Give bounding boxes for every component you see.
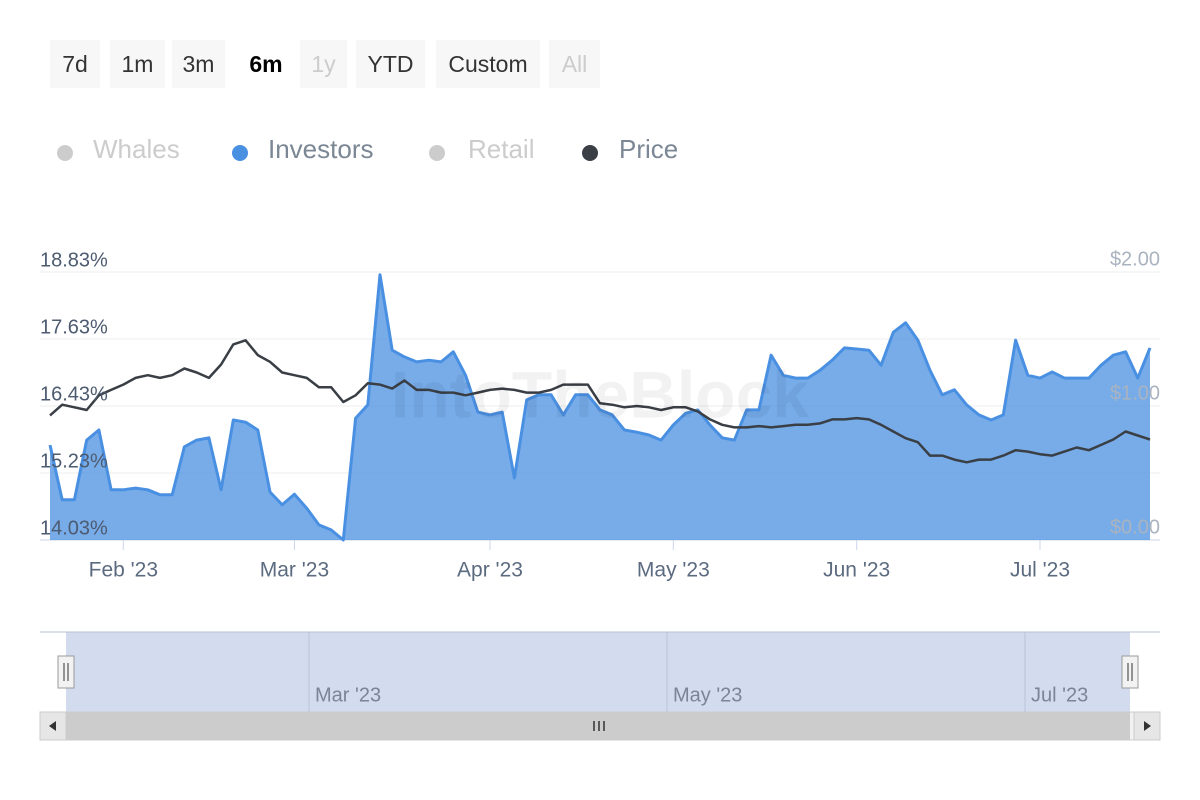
legend-item[interactable]: Retail [429, 134, 534, 164]
navigator: Mar '23 May '23 Jul '23 [39, 631, 1161, 741]
legend-label: Price [619, 134, 678, 164]
range-button-label: 7d [62, 51, 88, 77]
range-button-label: YTD [368, 51, 414, 77]
range-button-bg [50, 40, 100, 88]
legend-item[interactable]: Price [582, 134, 678, 164]
legend-label: Investors [268, 134, 374, 164]
plot-area: Feb '23 Mar '23 Apr '23 May '23 Jun '23 Jul '… [40, 248, 1160, 582]
legend-marker [429, 145, 445, 161]
range-button-label: All [562, 51, 588, 77]
navigator-handle-right[interactable] [1121, 655, 1139, 689]
scroll-left-arrow [49, 721, 56, 731]
x-tick-label: Jun '23 [823, 559, 890, 582]
y2-tick-label: $2.00 [1110, 248, 1160, 270]
navigator-handle-left[interactable] [57, 655, 75, 689]
x-tick-label: Jul '23 [1010, 559, 1070, 582]
y-tick-label: 16.43% [40, 383, 108, 405]
price-line [49, 339, 1151, 464]
navigator-label: May '23 [673, 684, 742, 706]
y-tick-label: 18.83% [40, 249, 108, 271]
range-button[interactable]: 7d [50, 40, 100, 88]
y2-tick-label: $1.00 [1110, 382, 1160, 404]
range-button[interactable]: YTD [356, 40, 425, 88]
legend: Whales Investors Retail Price [57, 134, 678, 164]
range-button: 1y [300, 40, 347, 88]
scrollbar-grip [593, 721, 605, 731]
y2-tick-label: $0.00 [1110, 516, 1160, 538]
range-button: All [549, 40, 600, 88]
range-button-label: 1m [122, 51, 154, 77]
range-button-bg [300, 40, 347, 88]
range-button[interactable]: 3m [172, 40, 225, 88]
navigator-label: Mar '23 [315, 684, 381, 706]
legend-item[interactable]: Whales [57, 134, 180, 164]
range-button[interactable]: Custom [436, 40, 540, 88]
area-line [48, 273, 1152, 542]
navigator-label: Jul '23 [1031, 684, 1088, 706]
x-tick-label: Apr '23 [457, 559, 523, 582]
area-fill [50, 274, 1150, 540]
watermark: IntoTheBlock [391, 357, 809, 431]
y-tick-label: 15.23% [40, 450, 108, 472]
x-tick-label: May '23 [637, 559, 710, 582]
range-button-label: 3m [183, 51, 215, 77]
y-tick-label: 17.63% [40, 316, 108, 338]
y-tick-label: 14.03% [40, 517, 108, 539]
range-button-bg [237, 40, 295, 88]
range-button-label: 1y [311, 51, 336, 77]
range-button-bg [356, 40, 425, 88]
range-button[interactable]: 6m [237, 40, 295, 88]
range-button-bg [549, 40, 600, 88]
legend-marker [57, 145, 73, 161]
scrollbar-thumb[interactable] [66, 712, 1130, 740]
range-button-bg [172, 40, 225, 88]
x-tick-label: Mar '23 [260, 559, 329, 582]
range-button-bg [110, 40, 165, 88]
legend-marker [582, 145, 598, 161]
legend-item[interactable]: Investors [232, 134, 374, 164]
range-selector: 7d 1m 3m 6m 1y YTD Custom All [50, 40, 600, 88]
legend-marker [232, 145, 248, 161]
range-button-bg [436, 40, 540, 88]
scroll-right-arrow [1144, 721, 1151, 731]
navigator-selection[interactable] [66, 632, 1130, 712]
range-button[interactable]: 1m [110, 40, 165, 88]
legend-label: Whales [93, 134, 180, 164]
range-button-label: 6m [249, 51, 282, 77]
range-button-label: Custom [448, 51, 527, 77]
x-tick-label: Feb '23 [89, 559, 158, 582]
legend-label: Retail [468, 134, 534, 164]
